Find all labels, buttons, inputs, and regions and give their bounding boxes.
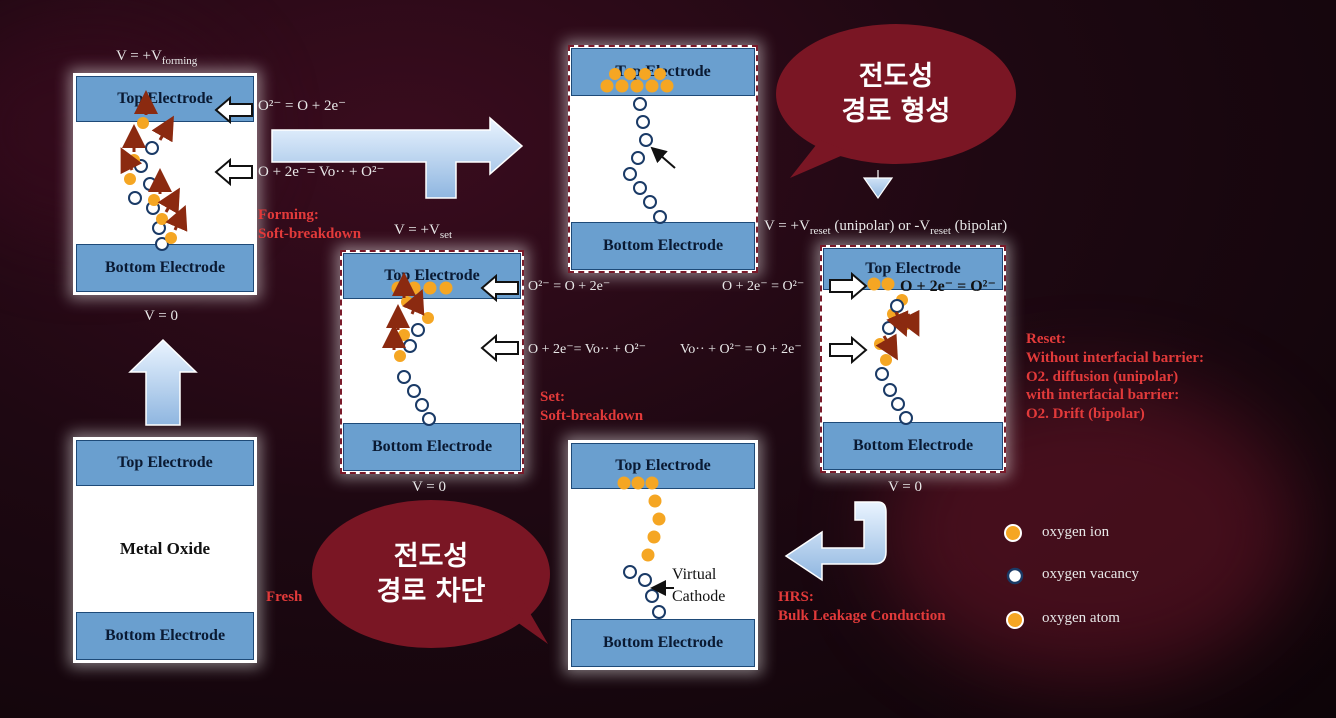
set-drift-arrows bbox=[382, 272, 425, 350]
set-v-zero: V = 0 bbox=[412, 479, 447, 495]
bottom-electrode: Bottom Electrode bbox=[571, 619, 755, 667]
forming-desc: Soft-breakdown bbox=[258, 225, 362, 242]
forming-voltage: V = +Vforming bbox=[116, 48, 198, 67]
virtual-cathode-label: Virtual Cathode bbox=[672, 564, 725, 609]
legend-ion-label: oxygen ion bbox=[1042, 524, 1110, 540]
set-annotation: Set: Soft-breakdown bbox=[540, 388, 643, 426]
set-vacancies bbox=[397, 323, 436, 426]
path-blocking-bubble: 전도성 경로 차단 bbox=[312, 500, 550, 648]
curved-arrow bbox=[784, 501, 887, 582]
reset-inner-equation: O + 2e⁻ = O²⁻ bbox=[900, 278, 996, 295]
bubble-text-2: 경로 차단 bbox=[376, 576, 486, 607]
legend-atom-icon bbox=[1006, 611, 1024, 629]
hrs-ions bbox=[617, 476, 666, 562]
fresh-panel: Top Electrode Metal Oxide Bottom Electro… bbox=[73, 437, 257, 663]
lrs-pointer-arrow bbox=[650, 146, 676, 169]
forming-hollow-arrows bbox=[214, 95, 868, 365]
lrs-vacancies bbox=[623, 97, 667, 224]
reset-annotation: Reset: Without interfacial barrier: O2. … bbox=[1026, 330, 1204, 424]
path-formation-bubble: 전도성 경로 형성 bbox=[776, 24, 1016, 164]
set-desc: Soft-breakdown bbox=[540, 407, 644, 424]
up-arrow bbox=[128, 338, 198, 426]
virtual-label: Virtual bbox=[672, 566, 717, 583]
legend-vacancy-icon bbox=[1006, 567, 1024, 585]
bottom-electrode: Bottom Electrode bbox=[823, 422, 1003, 470]
forming-top-equation: O²⁻ = O + 2e⁻ bbox=[258, 98, 347, 114]
fresh-label: Fresh bbox=[266, 589, 303, 605]
forming-mid-equation: O + 2e⁻= Vo·· + O²⁻ bbox=[258, 164, 385, 180]
top-electrode: Top Electrode bbox=[571, 443, 755, 489]
legend-atom-label: oxygen atom bbox=[1042, 610, 1120, 626]
cathode-label: Cathode bbox=[672, 588, 726, 606]
set-voltage: V = +Vset bbox=[394, 222, 453, 241]
bubble-text-1: 전도성 bbox=[858, 60, 934, 92]
legend-ion-icon bbox=[1004, 524, 1022, 542]
reset-title: Reset: bbox=[1026, 331, 1066, 347]
bubble-text-1: 전도성 bbox=[393, 540, 469, 572]
reset-line-3: O2. diffusion (unipolar) bbox=[1026, 368, 1179, 385]
t-arrow bbox=[271, 116, 524, 199]
reset-drift-arrows bbox=[875, 309, 920, 361]
set-mid-equation: O + 2e⁻= Vo·· + O²⁻ bbox=[528, 342, 646, 357]
hrs-panel: Top Electrode Bottom Electrode Virtual C… bbox=[568, 440, 758, 670]
hrs-title: HRS: bbox=[778, 589, 814, 605]
reset-line-4: with interfacial barrier: bbox=[1026, 387, 1180, 404]
bottom-electrode: Bottom Electrode bbox=[343, 423, 521, 471]
set-ions bbox=[391, 281, 453, 362]
forming-annotation: Forming: Soft-breakdown bbox=[258, 206, 361, 244]
forming-title: Forming: bbox=[258, 207, 319, 223]
set-top-equation: O²⁻ = O + 2e⁻ bbox=[528, 279, 611, 294]
reset-voltage: V = +Vreset (unipolar) or -Vreset (bipol… bbox=[764, 218, 1008, 237]
hrs-annotation: HRS: Bulk Leakage Conduction bbox=[778, 588, 946, 626]
reset-left-top-equation: O + 2e⁻ = O²⁻ bbox=[722, 279, 805, 294]
reset-left-mid-equation: Vo·· + O²⁻ = O + 2e⁻ bbox=[680, 342, 802, 357]
hrs-desc: Bulk Leakage Conduction bbox=[778, 607, 946, 624]
reset-line-2: Without interfacial barrier: bbox=[1026, 349, 1205, 366]
reset-line-5: O2. Drift (bipolar) bbox=[1026, 406, 1145, 422]
legend-vacancy-label: oxygen vacancy bbox=[1042, 566, 1140, 582]
bubble-text-2: 경로 형성 bbox=[841, 96, 951, 127]
forming-drift-arrows bbox=[120, 90, 188, 232]
down-arrow bbox=[862, 170, 894, 200]
set-title: Set: bbox=[540, 389, 565, 405]
forming-v-zero: V = 0 bbox=[144, 308, 179, 324]
reset-vacancies bbox=[875, 299, 913, 425]
lrs-ions bbox=[600, 68, 674, 93]
hrs-vacancies bbox=[623, 565, 666, 619]
top-electrode: Top Electrode bbox=[76, 440, 254, 486]
metal-oxide-label: Metal Oxide bbox=[119, 539, 211, 558]
reset-v-zero: V = 0 bbox=[888, 479, 923, 495]
bottom-electrode: Bottom Electrode bbox=[76, 612, 254, 660]
